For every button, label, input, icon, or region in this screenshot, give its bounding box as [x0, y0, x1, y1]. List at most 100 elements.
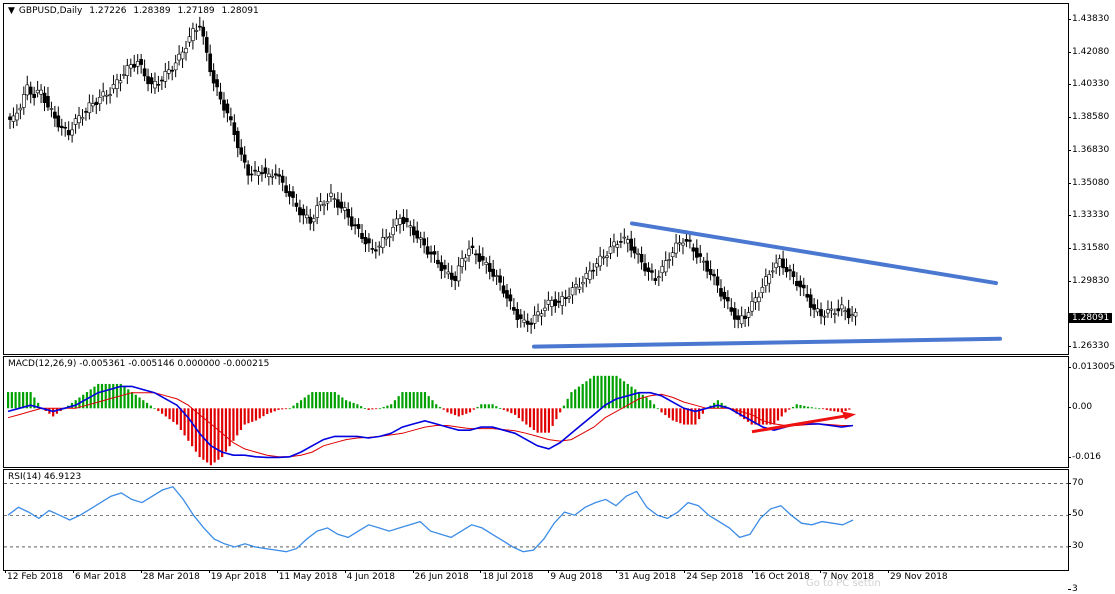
date-tick-mark [616, 570, 618, 573]
candle-body [401, 216, 406, 225]
symbol-label: GBPUSD,Daily [18, 6, 83, 16]
macd-histogram-bar [397, 396, 400, 409]
rsi-panel[interactable]: RSI(14) 46.9123 [3, 469, 1069, 571]
candle-body [705, 260, 709, 272]
candle-body [94, 101, 99, 105]
candle-body [477, 253, 482, 262]
candle-body [581, 282, 585, 285]
candle-body [384, 236, 388, 240]
high-value: 1.28389 [133, 6, 171, 16]
candle-body [449, 272, 454, 280]
macd-histogram-bar [329, 392, 333, 409]
date-tick-mark [276, 570, 278, 573]
date-tick-label: 18 Jul 2018 [482, 572, 534, 582]
macd-histogram-bar [791, 406, 795, 409]
date-tick-mark [208, 570, 210, 573]
candle-body [194, 30, 199, 32]
macd-histogram-bar [281, 408, 284, 410]
macd-histogram-bar [607, 375, 611, 409]
date-tick-mark [888, 570, 889, 573]
candle-body [753, 297, 758, 303]
macd-histogram-bar [202, 408, 205, 460]
macd-histogram-bar [562, 405, 566, 409]
arrow-shaft [751, 413, 851, 434]
macd-histogram-bar [52, 408, 55, 417]
macd-histogram-bar [743, 408, 746, 420]
candle-body [15, 112, 19, 121]
macd-histogram-bar [277, 408, 280, 410]
candle-body [232, 122, 237, 135]
candle-body [632, 246, 637, 254]
candle-body [812, 304, 816, 310]
candle-body [777, 258, 782, 267]
price-axis-tick-label: 1.42080 [1072, 46, 1110, 57]
macd-histogram-bar [221, 408, 224, 458]
candle-body [584, 272, 589, 279]
macd-histogram-bar [412, 392, 415, 409]
candle-body [484, 261, 489, 265]
macd-histogram-bar [686, 408, 689, 425]
candle-body [280, 175, 285, 183]
macd-histogram-bar [371, 408, 374, 410]
macd-histogram-bar [254, 408, 258, 421]
macd-histogram-bar [544, 408, 547, 433]
candle-body [460, 258, 464, 267]
candle-body [394, 218, 399, 226]
candle-body [826, 309, 830, 314]
candle-body [750, 301, 754, 312]
candle-body [619, 241, 623, 243]
dropdown-triangle-icon[interactable]: ▼ [8, 6, 15, 16]
macd-histogram-bar [367, 408, 370, 410]
macd-histogram-bar [784, 408, 787, 413]
macd-histogram-bar [716, 400, 719, 409]
macd-histogram-bar [806, 406, 810, 409]
candle-body [11, 115, 16, 122]
macd-histogram-bar [630, 386, 633, 409]
macd-histogram-bar [164, 408, 167, 417]
rsi-axis-tick-mark [1068, 588, 1071, 590]
candle-body [577, 286, 582, 290]
candle-body [329, 192, 333, 197]
candle-body [532, 314, 537, 324]
candle-body [515, 309, 520, 320]
candle-body [291, 191, 295, 198]
date-tick-label: 31 Aug 2018 [618, 572, 676, 582]
macd-histogram-bar [194, 408, 197, 452]
macd-histogram-bar [97, 383, 100, 409]
macd-histogram-bar [10, 392, 13, 409]
candle-body [518, 314, 523, 319]
macd-histogram-bar [33, 397, 36, 409]
macd-histogram-bar [93, 386, 96, 409]
macd-histogram-bar [735, 408, 738, 414]
macd-histogram-bar [848, 408, 851, 410]
candle-body [563, 297, 568, 299]
price-chart-panel[interactable]: ▼ GBPUSD,Daily 1.27226 1.28389 1.27189 1.… [3, 3, 1069, 355]
price-axis-tick-mark [1068, 84, 1071, 86]
date-tick-mark [140, 570, 142, 573]
macd-histogram-bar [495, 406, 498, 409]
candle-body [653, 278, 658, 281]
symbol-header: ▼ GBPUSD,Daily 1.27226 1.28389 1.27189 1.… [8, 6, 263, 16]
candle-body [505, 290, 509, 299]
candle-body [405, 218, 409, 223]
macd-histogram-bar [382, 406, 385, 409]
macd-histogram-bar [656, 408, 659, 410]
candle-body [25, 84, 30, 96]
candle-body [715, 276, 720, 286]
macd-histogram-bar [375, 408, 378, 410]
macd-histogram-bar [303, 397, 306, 409]
macd-panel[interactable]: MACD(12,26,9) -0.005361 -0.005146 0.0000… [3, 356, 1069, 468]
macd-histogram-bar [179, 408, 182, 430]
macd-axis-tick-mark [1068, 407, 1071, 409]
macd-histogram-bar [356, 404, 359, 409]
macd-histogram-bar [529, 408, 532, 428]
candle-body [805, 293, 810, 298]
candle-body [360, 232, 364, 239]
macd-histogram-bar [104, 383, 107, 409]
date-tick-mark [5, 570, 6, 573]
macd-histogram-bar [228, 408, 231, 447]
date-tick-mark [480, 570, 482, 573]
candle-body [249, 173, 254, 176]
macd-histogram-bar [311, 392, 314, 409]
candle-body [146, 76, 150, 85]
